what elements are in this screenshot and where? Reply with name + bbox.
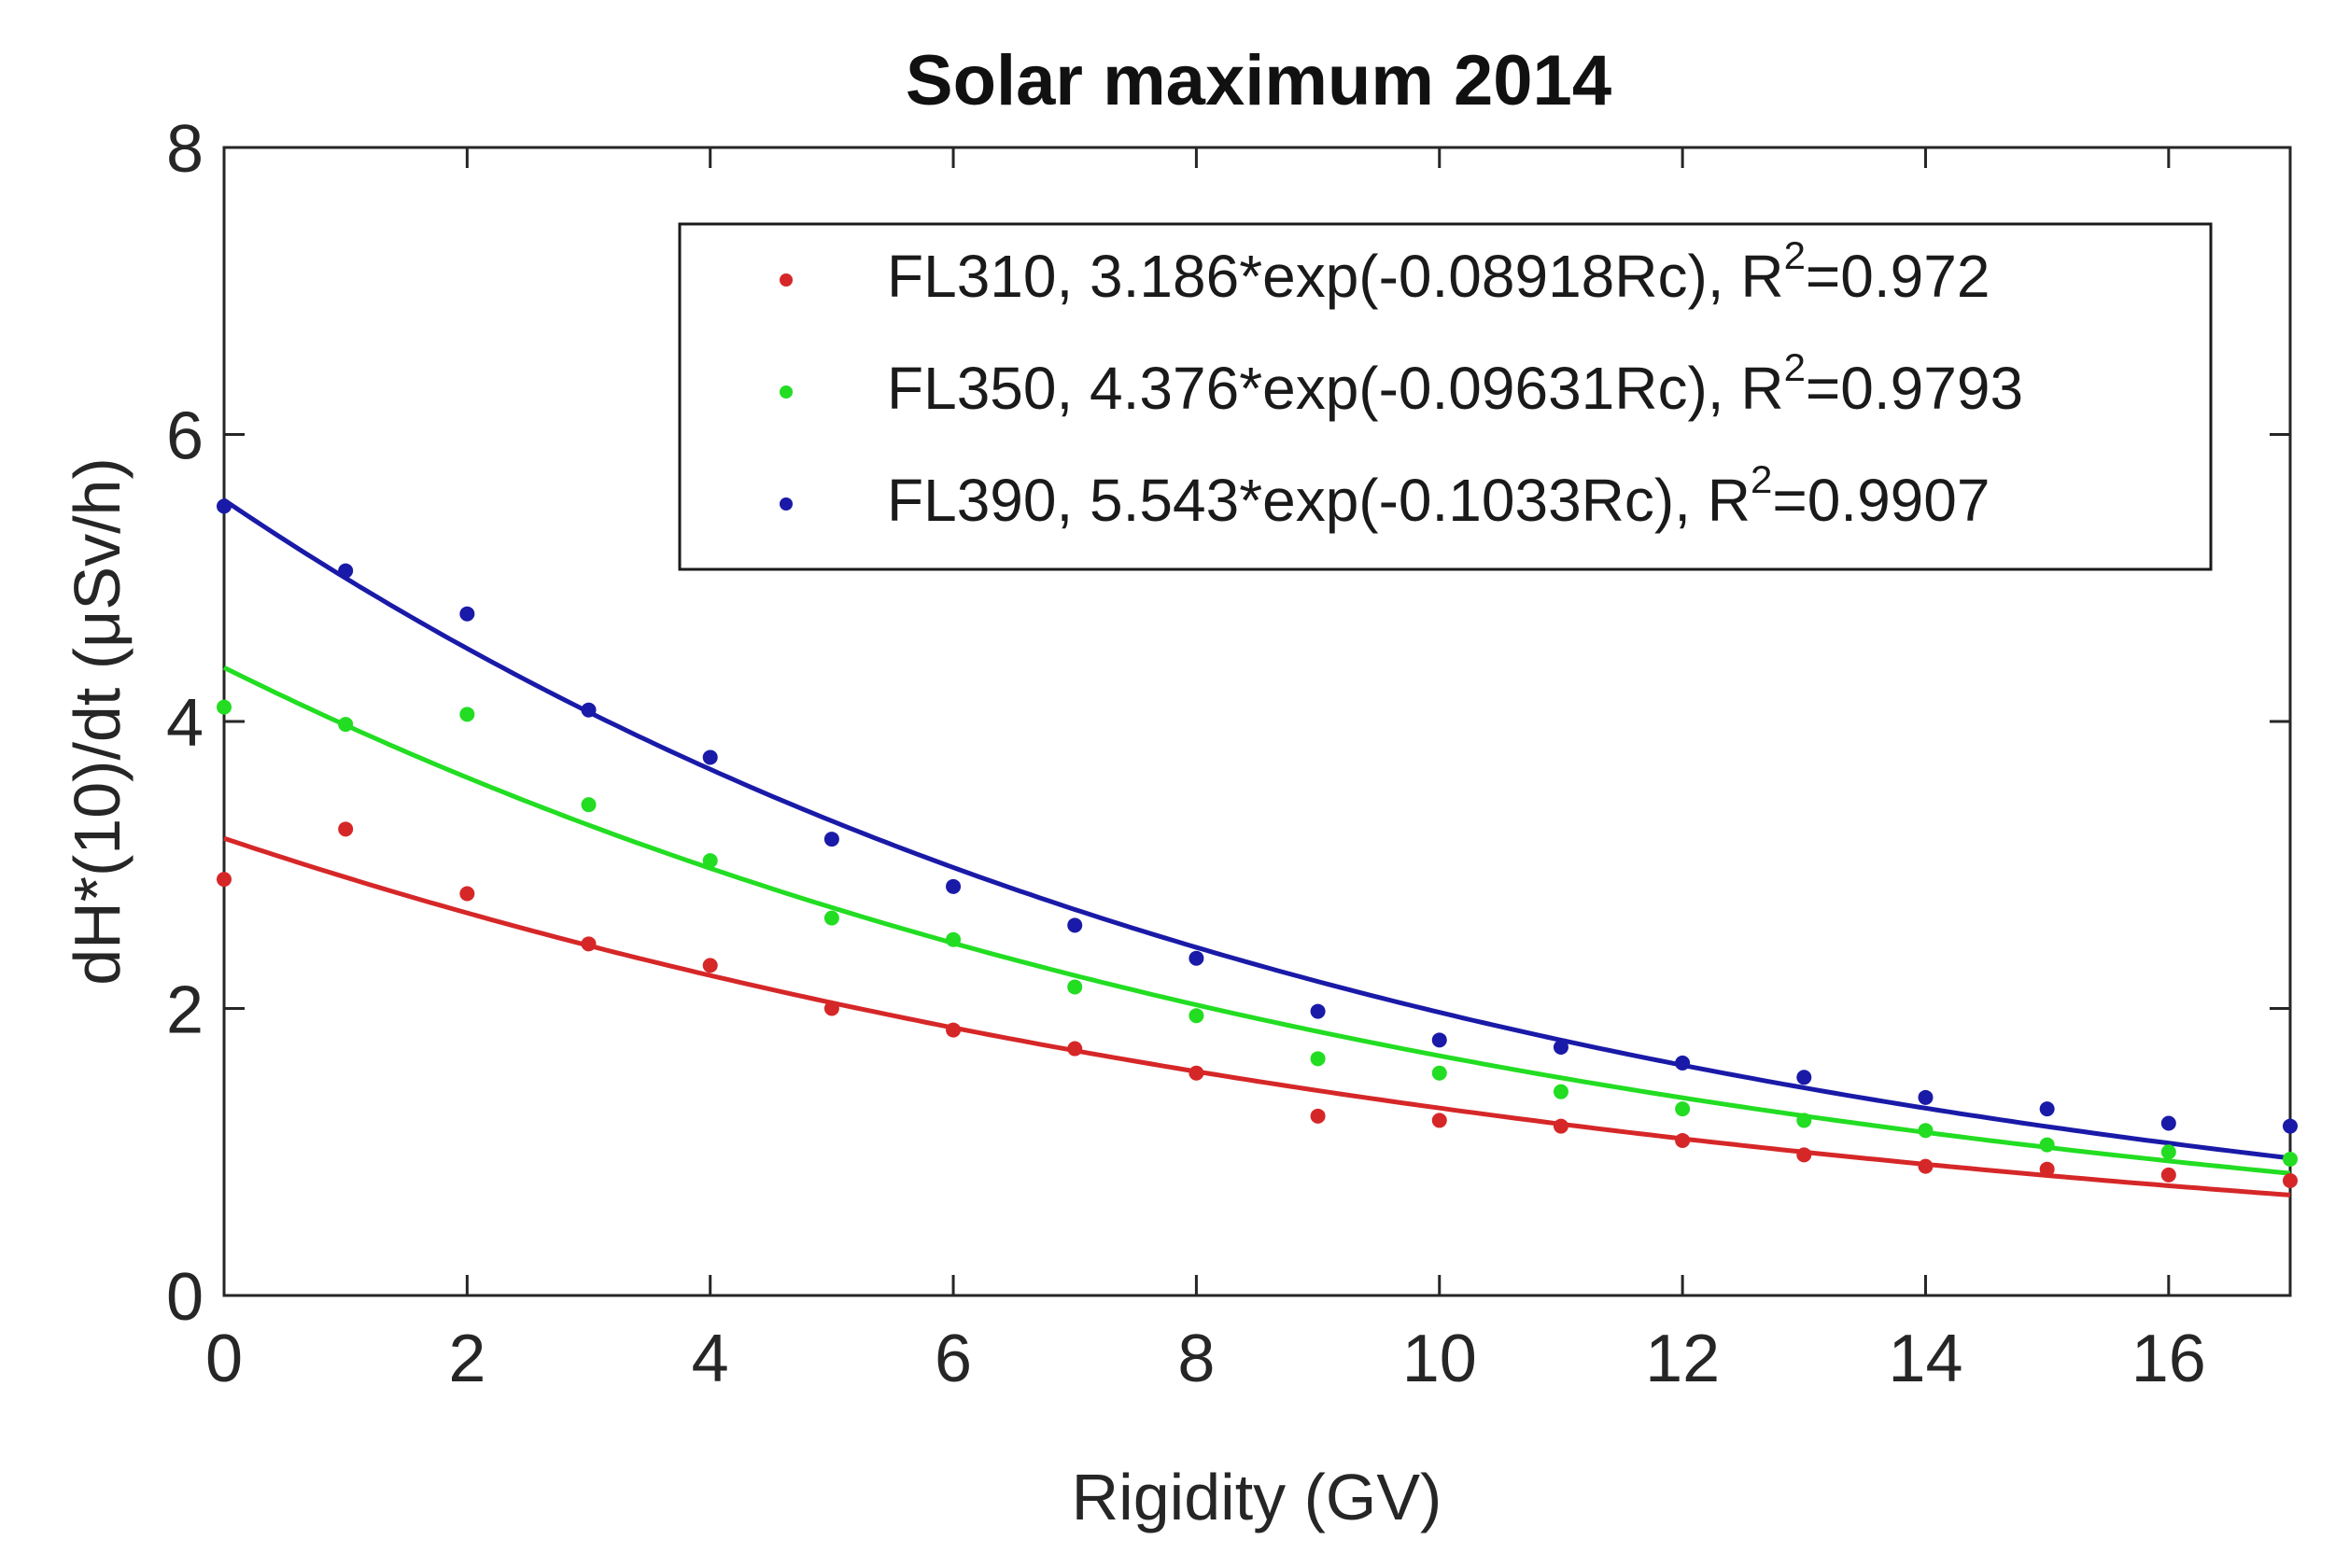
data-point-fl310 bbox=[2283, 1173, 2298, 1188]
fit-curves bbox=[222, 497, 2291, 1197]
data-point-fl350 bbox=[823, 910, 839, 926]
legend-label-main: FL390, 5.543*exp(-0.1033Rc), R bbox=[887, 467, 1751, 534]
data-point-fl350 bbox=[1796, 1113, 1812, 1128]
x-tick-label: 6 bbox=[935, 1322, 972, 1396]
legend-marker-fl390 bbox=[780, 497, 793, 511]
data-point-fl390 bbox=[1310, 1003, 1326, 1019]
data-point-fl390 bbox=[2283, 1118, 2298, 1134]
data-point-fl310 bbox=[946, 1022, 962, 1038]
data-point-fl310 bbox=[1310, 1108, 1326, 1124]
x-tick-label: 10 bbox=[1402, 1322, 1477, 1396]
legend-label-main: FL310, 3.186*exp(-0.08918Rc), R bbox=[887, 243, 1784, 310]
data-point-fl390 bbox=[1796, 1070, 1812, 1085]
data-point-fl390 bbox=[338, 563, 354, 579]
data-point-fl310 bbox=[2039, 1161, 2055, 1177]
legend-r2-superscript: 2 bbox=[1751, 457, 1772, 501]
data-point-fl310 bbox=[1675, 1132, 1691, 1148]
data-point-fl390 bbox=[1918, 1089, 1934, 1105]
data-point-fl390 bbox=[1553, 1040, 1568, 1056]
data-point-fl310 bbox=[338, 821, 354, 837]
y-ticks: 0 2 4 6 8 bbox=[166, 112, 2290, 1335]
data-point-fl390 bbox=[2160, 1115, 2176, 1131]
data-point-fl310 bbox=[1067, 1041, 1083, 1057]
y-tick-label: 2 bbox=[166, 973, 204, 1048]
legend-box bbox=[678, 222, 2213, 571]
data-point-fl390 bbox=[946, 878, 962, 894]
data-point-fl390 bbox=[1189, 950, 1204, 966]
x-axis-label: Rigidity (GV) bbox=[1072, 1461, 1442, 1533]
x-ticks: 0 2 4 6 8 10 12 14 16 bbox=[205, 147, 2206, 1396]
data-point-fl310 bbox=[1796, 1147, 1812, 1163]
data-point-fl350 bbox=[1310, 1051, 1326, 1067]
data-point-fl310 bbox=[1189, 1065, 1204, 1081]
y-tick-label: 4 bbox=[166, 686, 204, 761]
data-point-fl350 bbox=[581, 797, 597, 813]
fit-curve-fl390 bbox=[222, 497, 2291, 1161]
data-point-fl310 bbox=[1431, 1113, 1447, 1128]
x-tick-label: 0 bbox=[205, 1322, 243, 1396]
x-tick-label: 14 bbox=[1888, 1322, 1962, 1396]
data-point-fl350 bbox=[1553, 1084, 1568, 1099]
y-axis-label: dH*(10)/dt (μSv/h) bbox=[61, 457, 134, 986]
legend: FL310, 3.186*exp(-0.08918Rc), R2=0.972FL… bbox=[678, 222, 2213, 571]
data-point-fl390 bbox=[217, 498, 232, 514]
x-tick-label: 16 bbox=[2131, 1322, 2206, 1396]
legend-r2-value: =0.9907 bbox=[1772, 467, 1990, 534]
data-point-fl350 bbox=[1067, 979, 1083, 995]
y-tick-label: 6 bbox=[166, 399, 204, 474]
data-point-fl390 bbox=[581, 702, 597, 718]
legend-label-main: FL350, 4.376*exp(-0.09631Rc), R bbox=[887, 355, 1784, 422]
data-point-fl310 bbox=[581, 936, 597, 952]
y-tick-label: 0 bbox=[166, 1260, 204, 1335]
data-points bbox=[217, 498, 2298, 1188]
data-point-fl310 bbox=[1553, 1118, 1568, 1134]
data-point-fl390 bbox=[1675, 1055, 1691, 1071]
data-point-fl310 bbox=[823, 1001, 839, 1016]
data-point-fl310 bbox=[1918, 1158, 1934, 1174]
data-point-fl390 bbox=[459, 606, 475, 622]
data-point-fl350 bbox=[1189, 1008, 1204, 1024]
data-point-fl350 bbox=[459, 707, 475, 722]
data-point-fl350 bbox=[946, 931, 962, 947]
data-point-fl390 bbox=[1067, 917, 1083, 933]
y-tick-label: 8 bbox=[166, 112, 204, 187]
legend-label-fl310: FL310, 3.186*exp(-0.08918Rc), R2=0.972 bbox=[887, 233, 1990, 310]
data-point-fl350 bbox=[1918, 1123, 1934, 1139]
data-point-fl350 bbox=[2283, 1151, 2298, 1167]
legend-r2-superscript: 2 bbox=[1784, 233, 1806, 277]
data-point-fl310 bbox=[217, 872, 232, 888]
fit-curve-fl350 bbox=[222, 665, 2291, 1176]
legend-marker-fl350 bbox=[780, 385, 793, 399]
data-point-fl390 bbox=[823, 832, 839, 847]
data-point-fl390 bbox=[702, 749, 718, 765]
legend-label-fl390: FL390, 5.543*exp(-0.1033Rc), R2=0.9907 bbox=[887, 457, 1990, 534]
data-point-fl390 bbox=[2039, 1101, 2055, 1117]
data-point-fl350 bbox=[217, 699, 232, 715]
legend-r2-value: =0.9793 bbox=[1806, 355, 2023, 422]
data-point-fl310 bbox=[702, 958, 718, 973]
data-point-fl350 bbox=[2160, 1144, 2176, 1160]
data-point-fl350 bbox=[702, 853, 718, 869]
x-tick-label: 4 bbox=[692, 1322, 729, 1396]
data-point-fl390 bbox=[1431, 1032, 1447, 1048]
legend-marker-fl310 bbox=[780, 273, 793, 287]
fit-curve-fl310 bbox=[223, 835, 2291, 1197]
data-point-fl350 bbox=[1431, 1065, 1447, 1081]
x-tick-label: 12 bbox=[1645, 1322, 1720, 1396]
x-tick-label: 8 bbox=[1177, 1322, 1215, 1396]
data-point-fl350 bbox=[2039, 1137, 2055, 1153]
legend-r2-superscript: 2 bbox=[1784, 345, 1806, 389]
chart-title: Solar maximum 2014 bbox=[906, 41, 1611, 120]
data-point-fl350 bbox=[338, 717, 354, 733]
x-tick-label: 2 bbox=[448, 1322, 485, 1396]
data-point-fl310 bbox=[2160, 1167, 2176, 1183]
data-point-fl310 bbox=[459, 886, 475, 902]
legend-r2-value: =0.972 bbox=[1806, 243, 1990, 310]
data-point-fl350 bbox=[1675, 1101, 1691, 1117]
legend-label-fl350: FL350, 4.376*exp(-0.09631Rc), R2=0.9793 bbox=[887, 345, 2023, 422]
